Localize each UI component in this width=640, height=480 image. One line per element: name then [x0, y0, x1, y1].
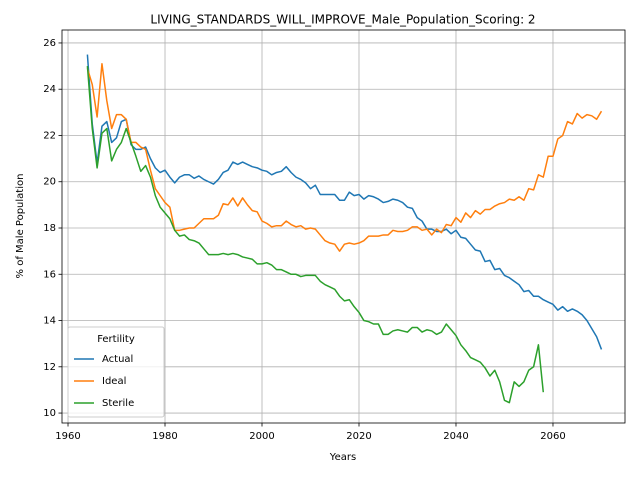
legend-label: Sterile: [102, 398, 134, 409]
y-tick-label: 14: [43, 316, 56, 327]
y-axis-label: % of Male Population: [15, 174, 26, 279]
x-tick-label: 1980: [152, 431, 177, 442]
y-tick-label: 16: [43, 269, 56, 280]
line: [86, 66, 545, 404]
legend-label: Ideal: [102, 376, 126, 387]
chart-title: LIVING_STANDARDS_WILL_IMPROVE_Male_Popul…: [150, 13, 535, 27]
line: [86, 54, 603, 350]
y-tick-label: 20: [43, 177, 56, 188]
x-tick-label: 2040: [443, 431, 468, 442]
legend-label: Actual: [102, 354, 133, 365]
y-tick-label: 10: [43, 408, 56, 419]
legend-title: Fertility: [97, 334, 135, 345]
y-tick-label: 18: [43, 223, 56, 234]
y-tick-label: 26: [43, 38, 56, 49]
y-tick-label: 22: [43, 130, 56, 141]
plot-frame: [61, 29, 626, 424]
x-tick-label: 2000: [249, 431, 274, 442]
y-tick-label: 24: [43, 84, 56, 95]
x-axis-label: Years: [329, 452, 356, 463]
line: [86, 63, 603, 252]
legend-box: [67, 326, 165, 418]
x-tick-label: 1960: [55, 431, 80, 442]
x-tick-label: 2060: [540, 431, 565, 442]
y-tick-label: 12: [43, 362, 56, 373]
x-tick-label: 2020: [346, 431, 371, 442]
